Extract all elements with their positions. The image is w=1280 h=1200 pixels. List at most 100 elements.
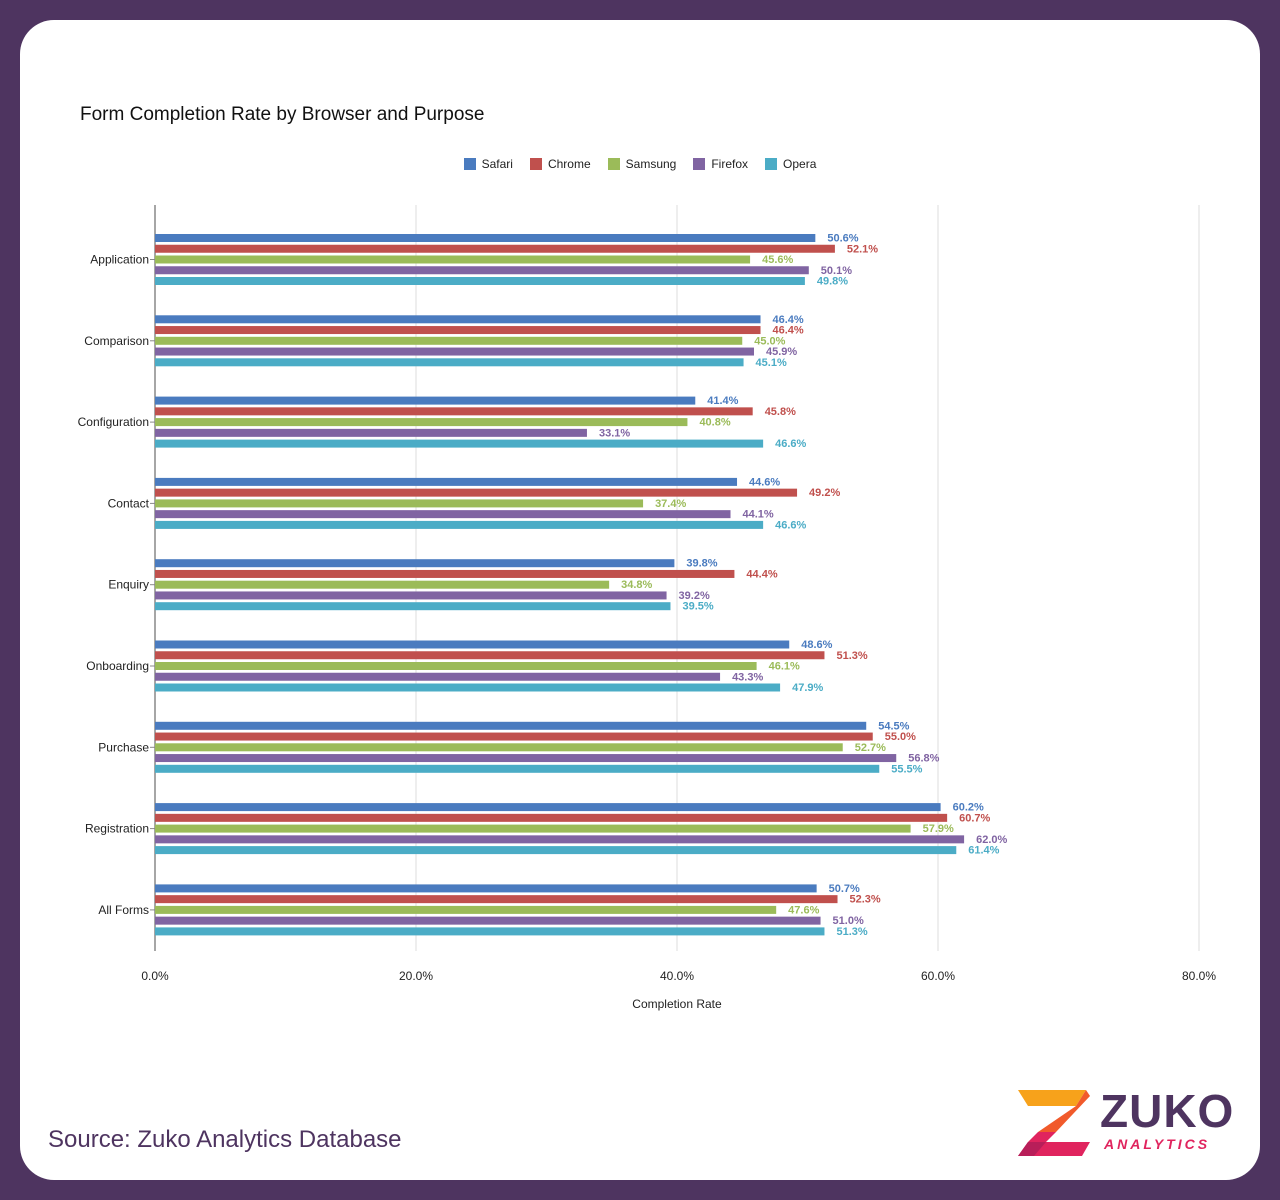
data-label: 50.7% (829, 883, 860, 895)
legend-label: Opera (783, 157, 817, 171)
category-label: Configuration (78, 415, 149, 429)
legend-label: Safari (481, 157, 513, 171)
category-label: Registration (85, 822, 149, 836)
bar (155, 743, 843, 752)
data-label: 44.4% (746, 568, 777, 580)
data-label: 47.9% (792, 682, 823, 694)
legend-swatch (765, 158, 778, 170)
bar (155, 683, 781, 692)
x-axis-title: Completion Rate (632, 997, 722, 1011)
data-label: 49.8% (817, 276, 848, 288)
data-label: 34.8% (621, 579, 652, 591)
legend-swatch (693, 158, 706, 170)
bar (155, 418, 688, 427)
data-label: 46.1% (769, 661, 800, 673)
bar (155, 905, 777, 914)
data-label: 52.1% (847, 243, 878, 255)
legend-item: Samsung (607, 157, 677, 171)
x-tick-label: 0.0% (141, 969, 169, 983)
bar (155, 266, 809, 275)
legend-item: Chrome (529, 157, 591, 171)
data-label: 44.6% (749, 476, 780, 488)
zuko-logo: ZUKO ANALYTICS (1016, 1085, 1246, 1160)
data-label: 45.9% (766, 346, 797, 358)
bar (155, 520, 764, 529)
bar (155, 488, 798, 497)
category-label: Enquiry (108, 578, 149, 592)
bar (155, 580, 610, 589)
data-label: 49.2% (809, 487, 840, 499)
x-tick-label: 80.0% (1182, 969, 1216, 983)
bar (155, 764, 880, 773)
category-label: Onboarding (86, 659, 149, 673)
x-tick-label: 60.0% (921, 969, 955, 983)
x-tick-label: 20.0% (399, 969, 433, 983)
data-label: 57.9% (923, 823, 954, 835)
bar (155, 499, 644, 508)
data-label: 41.4% (707, 395, 738, 407)
data-label: 39.2% (679, 590, 710, 602)
data-label: 60.2% (953, 802, 984, 814)
bar (155, 916, 821, 925)
data-label: 45.1% (756, 357, 787, 369)
zuko-logo-mark-icon (1018, 1090, 1090, 1156)
bar (155, 510, 731, 519)
data-label: 39.8% (686, 558, 717, 570)
bar (155, 439, 764, 448)
data-label: 60.7% (959, 812, 990, 824)
data-label: 46.4% (773, 314, 804, 326)
data-label: 51.3% (836, 926, 867, 938)
chart-card (20, 20, 1260, 1180)
bar (155, 927, 825, 936)
data-label: 43.3% (732, 671, 763, 683)
bar (155, 559, 675, 568)
bar (155, 569, 735, 578)
data-label: 37.4% (655, 498, 686, 510)
category-label: Purchase (98, 740, 149, 754)
data-label: 46.6% (775, 438, 806, 450)
bar (155, 640, 790, 649)
data-label: 46.4% (773, 325, 804, 337)
category-label: Comparison (84, 334, 149, 348)
bar (155, 428, 587, 437)
data-label: 44.1% (743, 509, 774, 521)
bar (155, 347, 754, 356)
category-label: Contact (108, 496, 150, 510)
bar (155, 234, 816, 242)
data-label: 40.8% (699, 417, 730, 429)
x-tick-label: 40.0% (660, 969, 694, 983)
data-label: 52.7% (855, 742, 886, 754)
legend-label: Firefox (711, 157, 749, 171)
legend-item: Firefox (693, 157, 748, 171)
legend-item: Safari (463, 157, 513, 171)
bar (155, 835, 965, 844)
bar (155, 895, 838, 904)
bar (155, 672, 721, 681)
legend-label: Chrome (547, 157, 591, 171)
data-label: 45.0% (754, 335, 785, 347)
bar (155, 732, 873, 741)
bar (155, 358, 744, 367)
data-label: 61.4% (968, 845, 999, 857)
data-label: 62.0% (976, 834, 1007, 846)
logo-wordmark: ZUKO (1100, 1085, 1235, 1137)
category-label: All Forms (98, 903, 149, 917)
legend-label: Samsung (625, 157, 677, 171)
bar (155, 754, 897, 763)
bar (155, 255, 751, 264)
data-label: 46.6% (775, 519, 806, 531)
data-label: 56.8% (908, 753, 939, 765)
bar (155, 884, 817, 893)
bar (155, 813, 948, 822)
data-label: 45.6% (762, 254, 793, 266)
data-label: 54.5% (878, 720, 909, 732)
bar (155, 803, 941, 812)
bar (155, 407, 753, 416)
data-label: 55.5% (891, 763, 922, 775)
bar (155, 396, 696, 405)
bar (155, 244, 835, 253)
bar (155, 591, 667, 600)
chart-title: Form Completion Rate by Browser and Purp… (80, 104, 485, 125)
data-label: 47.6% (788, 904, 819, 916)
